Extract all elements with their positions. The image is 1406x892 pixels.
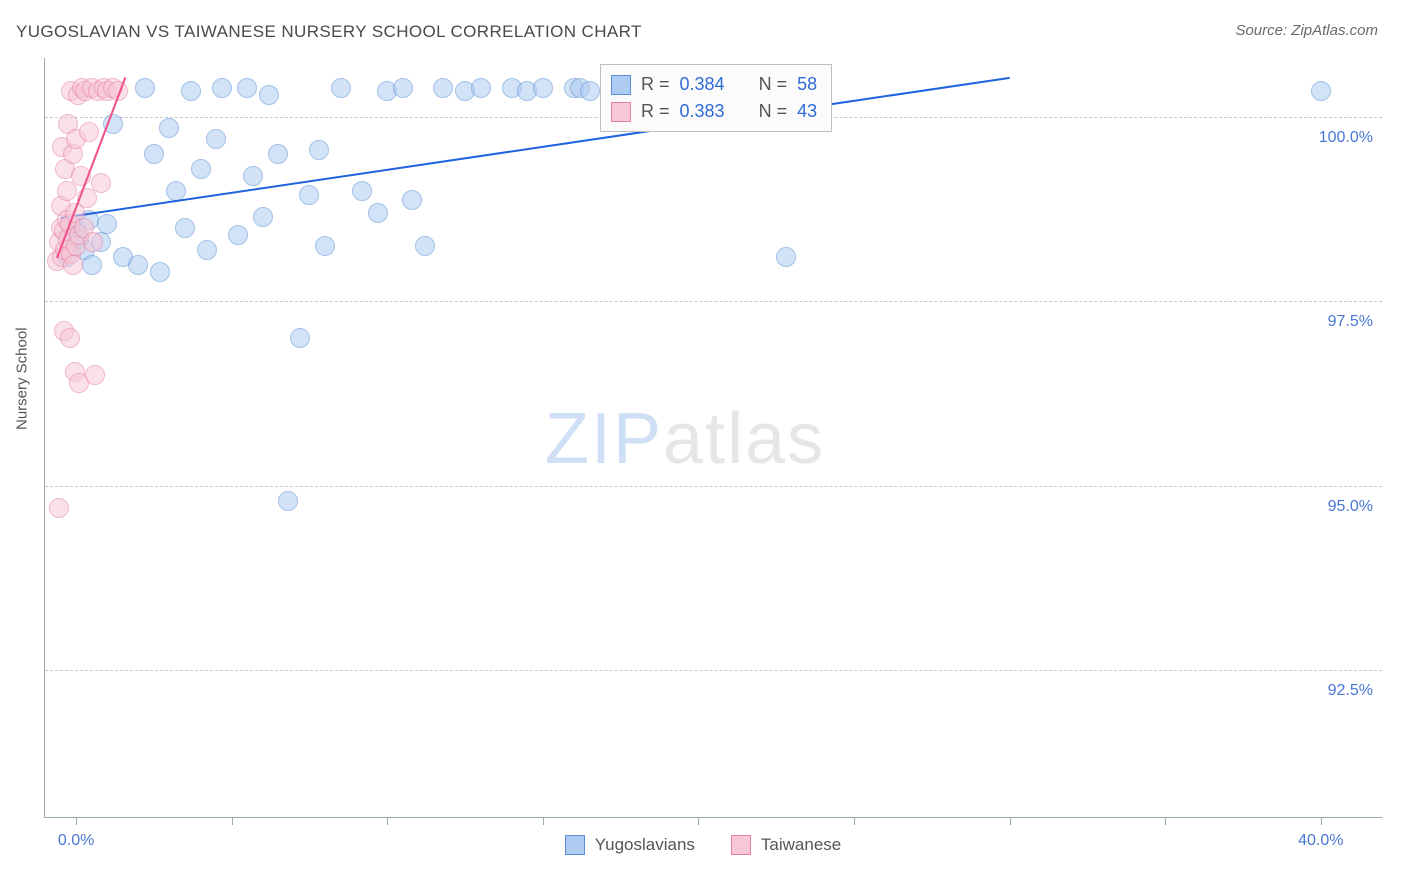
scatter-plot-area: ZIPatlas 92.5%95.0%97.5%100.0%0.0%40.0% <box>44 58 1382 818</box>
data-point <box>237 78 257 98</box>
data-point <box>315 236 335 256</box>
r-label: R = <box>641 71 670 98</box>
data-point <box>166 181 186 201</box>
data-point <box>49 498 69 518</box>
stats-legend-row: R = 0.384 N = 58 <box>611 71 817 98</box>
data-point <box>60 328 80 348</box>
watermark-atlas: atlas <box>663 399 825 479</box>
data-point <box>331 78 351 98</box>
data-point <box>299 185 319 205</box>
data-point <box>181 81 201 101</box>
source-label: Source: ZipAtlas.com <box>1235 22 1378 39</box>
legend-swatch <box>565 835 585 855</box>
data-point <box>228 225 248 245</box>
x-tick <box>387 817 388 825</box>
data-point <box>290 328 310 348</box>
data-point <box>175 218 195 238</box>
data-point <box>197 240 217 260</box>
legend-label: Taiwanese <box>761 835 841 855</box>
data-point <box>79 122 99 142</box>
gridline-h <box>45 486 1382 487</box>
data-point <box>253 207 273 227</box>
data-point <box>268 144 288 164</box>
stats-legend: R = 0.384 N = 58 R = 0.383 N = 43 <box>600 64 832 132</box>
data-point <box>85 365 105 385</box>
r-value: 0.384 <box>680 71 725 98</box>
r-label: R = <box>641 98 670 125</box>
watermark-zip: ZIP <box>545 399 663 479</box>
legend-swatch <box>611 75 631 95</box>
data-point <box>150 262 170 282</box>
data-point <box>243 166 263 186</box>
data-point <box>393 78 413 98</box>
trend-line <box>60 76 1009 218</box>
x-tick <box>543 817 544 825</box>
data-point <box>1311 81 1331 101</box>
watermark: ZIPatlas <box>545 398 825 480</box>
data-point <box>128 255 148 275</box>
data-point <box>82 255 102 275</box>
stats-legend-row: R = 0.383 N = 43 <box>611 98 817 125</box>
data-point <box>259 85 279 105</box>
data-point <box>368 203 388 223</box>
data-point <box>352 181 372 201</box>
legend-label: Yugoslavians <box>595 835 695 855</box>
gridline-h <box>45 301 1382 302</box>
data-point <box>144 144 164 164</box>
legend-item: Yugoslavians <box>565 835 695 855</box>
data-point <box>309 140 329 160</box>
data-point <box>159 118 179 138</box>
series-legend: Yugoslavians Taiwanese <box>0 835 1406 855</box>
data-point <box>63 255 83 275</box>
y-tick-label: 92.5% <box>1293 682 1373 700</box>
data-point <box>580 81 600 101</box>
data-point <box>415 236 435 256</box>
x-tick <box>698 817 699 825</box>
y-tick-label: 95.0% <box>1293 498 1373 516</box>
data-point <box>91 173 111 193</box>
y-tick-label: 97.5% <box>1293 313 1373 331</box>
n-value: 43 <box>797 98 817 125</box>
data-point <box>97 214 117 234</box>
legend-swatch <box>611 102 631 122</box>
data-point <box>135 78 155 98</box>
data-point <box>83 232 103 252</box>
x-tick <box>76 817 77 825</box>
x-tick <box>232 817 233 825</box>
data-point <box>212 78 232 98</box>
n-value: 58 <box>797 71 817 98</box>
data-point <box>402 190 422 210</box>
x-tick <box>1010 817 1011 825</box>
n-label: N = <box>759 98 788 125</box>
data-point <box>191 159 211 179</box>
x-tick <box>854 817 855 825</box>
data-point <box>206 129 226 149</box>
data-point <box>776 247 796 267</box>
data-point <box>433 78 453 98</box>
legend-swatch <box>731 835 751 855</box>
gridline-h <box>45 670 1382 671</box>
data-point <box>278 491 298 511</box>
data-point <box>533 78 553 98</box>
n-label: N = <box>759 71 788 98</box>
chart-title: YUGOSLAVIAN VS TAIWANESE NURSERY SCHOOL … <box>16 22 642 42</box>
r-value: 0.383 <box>680 98 725 125</box>
y-tick-label: 100.0% <box>1293 129 1373 147</box>
x-tick <box>1321 817 1322 825</box>
legend-item: Taiwanese <box>731 835 841 855</box>
x-tick <box>1165 817 1166 825</box>
y-axis-label: Nursery School <box>14 327 31 430</box>
data-point <box>471 78 491 98</box>
